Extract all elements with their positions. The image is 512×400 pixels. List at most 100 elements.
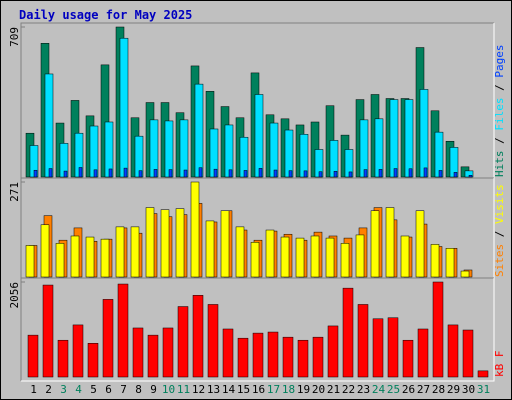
x-tick-label: 14 [222,383,236,396]
legend-entry: kB F [493,351,506,378]
x-tick-label: 16 [252,383,265,396]
bar [445,248,455,278]
bar [400,235,410,278]
bar [177,306,189,378]
bar [55,243,65,278]
bar [119,37,129,178]
x-tick-label: 26 [402,383,415,396]
x-tick-label: 18 [282,383,295,396]
bar [33,169,38,178]
bar [357,304,369,378]
x-tick-label: 7 [120,383,127,396]
x-tick-label: 27 [417,383,430,396]
bar [207,304,219,378]
x-tick-label: 4 [75,383,82,396]
bar [374,118,384,178]
x-tick-label: 28 [432,383,445,396]
bar [220,210,230,278]
bar [299,134,309,178]
x-tick-label: 11 [177,383,190,396]
bar [250,242,260,278]
bar [477,370,489,378]
legend-separator: / [493,224,506,244]
bar [273,169,278,178]
bar [370,210,380,278]
bar [325,237,335,278]
bar [108,168,113,178]
bar [417,328,429,378]
panel-light [21,278,495,382]
bar [87,343,99,378]
bar [415,210,425,278]
bar [404,99,414,178]
bar [164,120,174,178]
legend-separator: / [493,78,506,98]
panel-shadow [20,22,494,181]
bar [149,119,159,178]
bar [123,167,128,178]
bar [100,238,110,278]
bar [385,207,395,278]
bar [389,99,399,178]
x-tick-label: 1 [30,383,37,396]
legend-entry: Hits [493,151,506,178]
panel-shadow [20,277,494,381]
bar [419,89,429,178]
bar [89,125,99,178]
x-tick-label: 21 [327,383,340,396]
bar [284,129,294,178]
bar [44,73,54,178]
x-tick-label: 10 [162,383,175,396]
bar [372,318,384,378]
bar [453,172,458,178]
legend: Sites / Visits [493,184,506,277]
legend-entry: Visits [493,184,506,224]
bar [205,220,215,278]
bar [288,170,293,178]
bar [162,327,174,378]
x-tick-label: 31 [477,383,490,396]
legend-entry: Files [493,98,506,131]
bar [402,339,414,378]
x-tick-label: 17 [267,383,280,396]
x-tick-label: 30 [462,383,475,396]
bar [168,169,173,178]
x-tick-label: 2 [45,383,52,396]
bar [252,332,264,378]
bar [462,329,474,378]
bar [348,171,353,178]
bar [85,236,95,278]
x-tick-label: 13 [207,383,220,396]
bar [153,169,158,178]
bar [378,169,383,178]
bar [222,328,234,378]
bar [468,175,473,178]
bar [318,171,323,178]
bar [40,224,50,278]
bar [228,169,233,178]
bar [93,169,98,178]
bar [460,270,470,278]
x-tick-label: 5 [90,383,97,396]
bar [267,331,279,378]
x-tick-label: 15 [237,383,250,396]
bar [295,237,305,278]
bar [327,325,339,378]
bar [258,168,263,178]
bar [72,324,84,378]
bar [237,337,249,378]
bar [310,235,320,278]
bar [280,236,290,278]
bar [160,209,170,278]
bar [42,284,54,378]
legend-separator: / [493,131,506,151]
y-tick-label: 709 [8,27,21,47]
bar [213,168,218,178]
bar [363,169,368,178]
bar [175,208,185,278]
bar [303,170,308,178]
bar [265,229,275,278]
x-tick-label: 23 [357,383,370,396]
